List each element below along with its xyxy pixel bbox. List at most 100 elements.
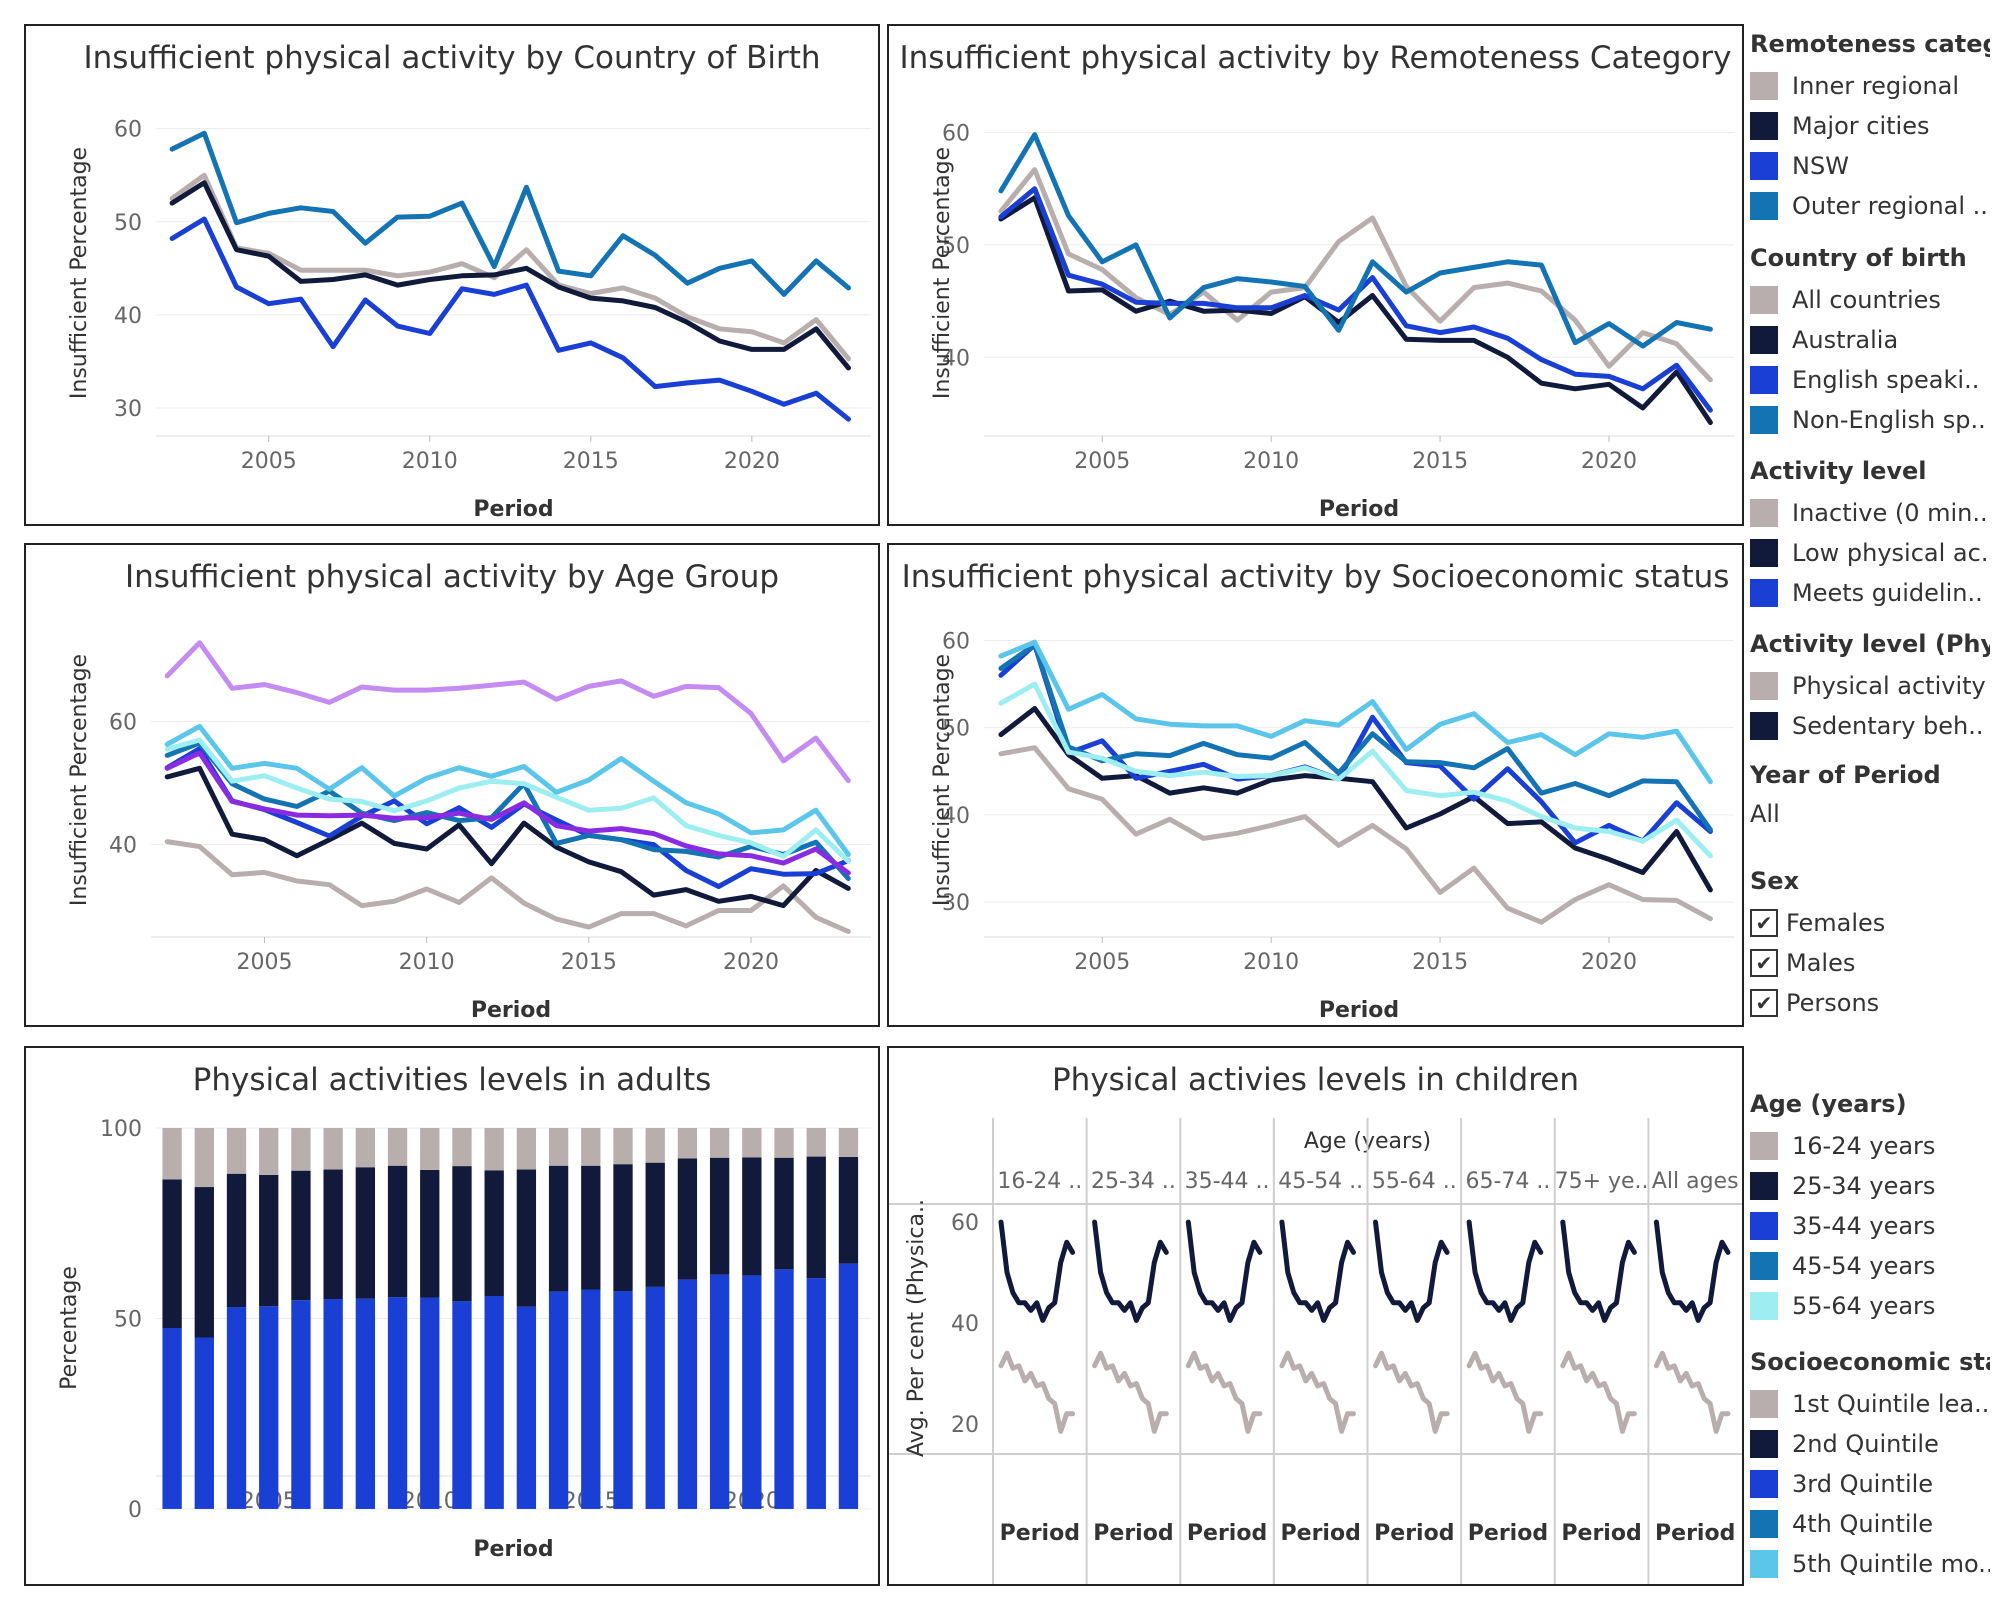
legend-item[interactable]: 2nd Quintile — [1750, 1424, 1990, 1464]
legend-socioeconomic: Socioeconomic stat.. 1st Quintile lea.. 2… — [1750, 1346, 1990, 1584]
series-line — [998, 1350, 1076, 1434]
bar-segment — [581, 1128, 601, 1166]
series-line — [169, 180, 851, 371]
filter-year-of-period[interactable]: Year of Period All — [1750, 759, 1990, 831]
series-line — [998, 167, 1713, 383]
x-axis-title: Period — [1468, 1521, 1548, 1546]
legend-item[interactable]: 5th Quintile mo.. — [1750, 1544, 1990, 1584]
y-tick-label: 50 — [942, 234, 970, 259]
bar-segment — [838, 1263, 859, 1509]
series-line — [1560, 1219, 1637, 1323]
legend-item[interactable]: ✔ Persons — [1750, 983, 1990, 1023]
legend-item[interactable]: 4th Quintile — [1750, 1504, 1990, 1544]
legend-item[interactable]: English speaki.. — [1750, 360, 1990, 400]
legend-item[interactable]: Inactive (0 min.. — [1750, 493, 1990, 533]
bar-segment — [677, 1158, 698, 1280]
bar-segment — [194, 1337, 214, 1509]
bar-segment — [645, 1286, 665, 1509]
legend-item[interactable]: Australia — [1750, 320, 1990, 360]
legend-title: Activity level (Phys.. — [1750, 630, 1990, 658]
series-line — [164, 737, 851, 864]
legend-item[interactable]: 35-44 years — [1750, 1206, 1990, 1246]
legend-label: Physical activity — [1792, 672, 1986, 700]
checkbox[interactable]: ✔ — [1750, 909, 1778, 937]
legend-label: Low physical ac.. — [1792, 539, 1990, 567]
legend-item[interactable]: Sedentary beh.. — [1750, 706, 1990, 746]
legend-item[interactable]: 1st Quintile lea.. — [1750, 1384, 1990, 1424]
legend-swatch — [1750, 1550, 1778, 1578]
panel-age-group: Insufficient physical activity by Age Gr… — [24, 543, 880, 1027]
x-tick-label: 2005 — [237, 950, 293, 975]
legend-title: Country of birth — [1750, 244, 1967, 272]
chart-title: Insufficient physical activity by Remote… — [899, 40, 1732, 76]
panel-adults: Physical activities levels in adults 0 50… — [24, 1046, 880, 1586]
bar-segment — [420, 1297, 440, 1509]
legend-remoteness: Remoteness categ.. Inner regional Major c… — [1750, 28, 1990, 226]
bar-segment — [323, 1299, 343, 1509]
x-axis-title: Period — [1187, 1521, 1267, 1546]
x-tick-label: 2020 — [724, 449, 780, 474]
legend-label: Females — [1786, 909, 1886, 937]
series-line — [1373, 1219, 1450, 1323]
bar-segment — [194, 1128, 214, 1188]
legend-item[interactable]: ✔ Females — [1750, 903, 1990, 943]
bar-segment — [516, 1169, 537, 1307]
x-tick-label: 2015 — [561, 950, 617, 975]
x-axis-title: Period — [1655, 1521, 1735, 1546]
legend-item[interactable]: 55-64 years — [1750, 1286, 1990, 1326]
legend-item[interactable]: Major cities — [1750, 106, 1990, 146]
legend-item[interactable]: 16-24 years — [1750, 1126, 1990, 1166]
legend-item[interactable]: All countries — [1750, 280, 1990, 320]
series-line — [164, 839, 851, 934]
y-tick-label: 30 — [942, 891, 970, 916]
checkbox[interactable]: ✔ — [1750, 949, 1778, 977]
bar-segment — [581, 1289, 601, 1509]
legend-swatch — [1750, 579, 1778, 607]
legend-item[interactable]: 45-54 years — [1750, 1246, 1990, 1286]
legend-item[interactable]: 25-34 years — [1750, 1166, 1990, 1206]
legend-swatch — [1750, 406, 1778, 434]
legend-item[interactable]: NSW — [1750, 146, 1990, 186]
filter-title: Sex — [1750, 867, 1800, 895]
bar-segment — [838, 1156, 859, 1264]
bar-segment — [548, 1128, 569, 1166]
y-tick-label: 50 — [114, 1307, 142, 1332]
x-tick-label: 2005 — [1074, 449, 1130, 474]
y-tick-label: 50 — [114, 211, 142, 236]
legend-item[interactable]: Physical activity — [1750, 666, 1990, 706]
bar-segment — [484, 1128, 504, 1171]
bar-segment — [323, 1169, 343, 1300]
y-axis-title: Avg. Per cent (Physica.. — [904, 1199, 929, 1457]
facet-label: 45-54 .. — [1278, 1169, 1363, 1194]
bar-segment — [355, 1128, 376, 1168]
y-tick-label: 40 — [114, 304, 142, 329]
bar-segment — [613, 1164, 633, 1292]
x-axis-title: Period — [1000, 1521, 1080, 1546]
legend-item[interactable]: Outer regional .. — [1750, 186, 1990, 226]
bar-segment — [259, 1306, 279, 1509]
bar-segment — [742, 1157, 762, 1276]
x-tick-label: 2010 — [399, 950, 455, 975]
legend-label: 35-44 years — [1792, 1212, 1936, 1240]
filter-value[interactable]: All — [1750, 800, 1780, 828]
legend-swatch — [1750, 672, 1778, 700]
y-tick-label: 60 — [109, 711, 137, 736]
legend-title: Age (years) — [1750, 1090, 1907, 1118]
filter-title: Year of Period — [1750, 761, 1941, 789]
legend-item[interactable]: Meets guidelin.. — [1750, 573, 1990, 613]
checkbox[interactable]: ✔ — [1750, 989, 1778, 1017]
socioeconomic-chart: 30 40 50 60 2005 2010 2015 2020 Period Insufficie… — [930, 629, 1734, 1023]
legend-swatch — [1750, 286, 1778, 314]
bar-segment — [548, 1291, 569, 1509]
legend-item[interactable]: 3rd Quintile — [1750, 1464, 1990, 1504]
y-tick-label: 0 — [128, 1498, 142, 1523]
legend-item[interactable]: Non-English sp.. — [1750, 400, 1990, 440]
legend-item[interactable]: Low physical ac.. — [1750, 533, 1990, 573]
legend-label: 4th Quintile — [1792, 1510, 1934, 1538]
panel-country-of-birth: Insufficient physical activity by Countr… — [24, 24, 880, 526]
legend-label: 3rd Quintile — [1792, 1470, 1934, 1498]
legend-label: Outer regional .. — [1792, 192, 1988, 220]
legend-item[interactable]: ✔ Males — [1750, 943, 1990, 983]
legend-item[interactable]: Inner regional — [1750, 66, 1990, 106]
series-line — [164, 765, 851, 909]
